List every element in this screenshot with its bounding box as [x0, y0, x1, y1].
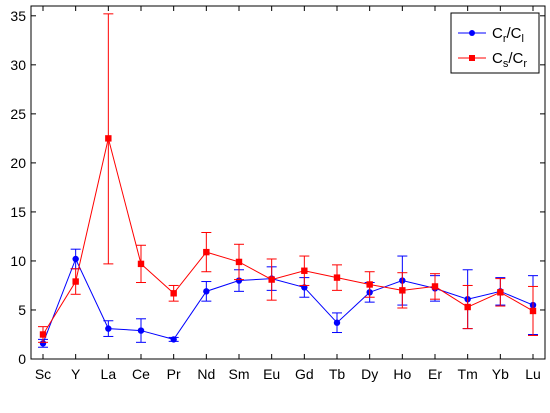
- data-point: [431, 283, 439, 290]
- x-tick-label: Y: [71, 366, 81, 382]
- legend: Cr/Cl Cs/Cr: [450, 12, 540, 74]
- x-tick-label: Lu: [525, 366, 541, 382]
- data-point: [203, 248, 210, 256]
- data-point: [399, 287, 406, 294]
- y-tick-label: 20: [10, 155, 26, 171]
- y-tick-label: 5: [18, 302, 26, 318]
- x-tick-label: Eu: [263, 366, 280, 382]
- legend-label-series-2: Cs/Cr: [492, 50, 527, 70]
- data-point: [333, 274, 341, 281]
- y-tick-label: 15: [10, 204, 26, 220]
- data-point: [72, 255, 79, 263]
- x-tick-label: Ce: [132, 366, 150, 382]
- legend-marker-series-1: [469, 30, 475, 36]
- x-tick-label: Yb: [492, 366, 509, 382]
- legend-box: [450, 12, 540, 74]
- data-point: [105, 135, 112, 142]
- data-point: [235, 258, 243, 266]
- y-tick-label: 25: [10, 106, 26, 122]
- x-tick-label: Gd: [295, 366, 314, 382]
- data-point: [170, 290, 177, 297]
- data-point: [333, 319, 341, 326]
- x-tick-label: Tb: [329, 366, 346, 382]
- data-point: [366, 281, 373, 288]
- y-tick-label: 10: [10, 253, 26, 269]
- x-tick-label: Sc: [35, 366, 51, 382]
- legend-label-series-1: Cr/Cl: [492, 25, 524, 45]
- data-point: [39, 340, 47, 347]
- x-axis: Sc Y La Ce Pr Nd Sm Eu Gd Tb Dy Ho Er Tm Yb Lu: [35, 6, 541, 382]
- data-point: [529, 307, 537, 315]
- x-tick-label: Dy: [361, 366, 378, 382]
- data-point: [301, 267, 308, 274]
- x-tick-label: La: [101, 366, 117, 382]
- data-point: [137, 260, 145, 268]
- data-point: [268, 276, 275, 283]
- data-point: [235, 277, 243, 284]
- data-point: [39, 331, 47, 338]
- x-tick-label: Pr: [167, 366, 181, 382]
- data-point: [497, 289, 504, 296]
- x-tick-label: Er: [428, 366, 442, 382]
- y-axis: 0 5 10 15 20 25 30 35: [10, 8, 545, 367]
- legend-marker-series-2: [469, 55, 475, 61]
- data-point: [137, 327, 145, 334]
- series-line: [42, 138, 534, 335]
- data-point: [105, 325, 112, 332]
- x-tick-label: Sm: [229, 366, 250, 382]
- series-layer: [38, 13, 538, 348]
- x-tick-label: Nd: [197, 366, 215, 382]
- data-point: [203, 288, 210, 295]
- y-tick-label: 30: [10, 57, 26, 73]
- series-2: [38, 13, 538, 343]
- y-tick-label: 35: [10, 8, 26, 24]
- x-tick-label: Ho: [393, 366, 411, 382]
- x-tick-label: Tm: [458, 366, 478, 382]
- series-line: [42, 257, 534, 344]
- data-point: [72, 278, 79, 285]
- data-point: [464, 303, 471, 311]
- y-tick-label: 0: [18, 351, 26, 367]
- data-point: [170, 336, 177, 343]
